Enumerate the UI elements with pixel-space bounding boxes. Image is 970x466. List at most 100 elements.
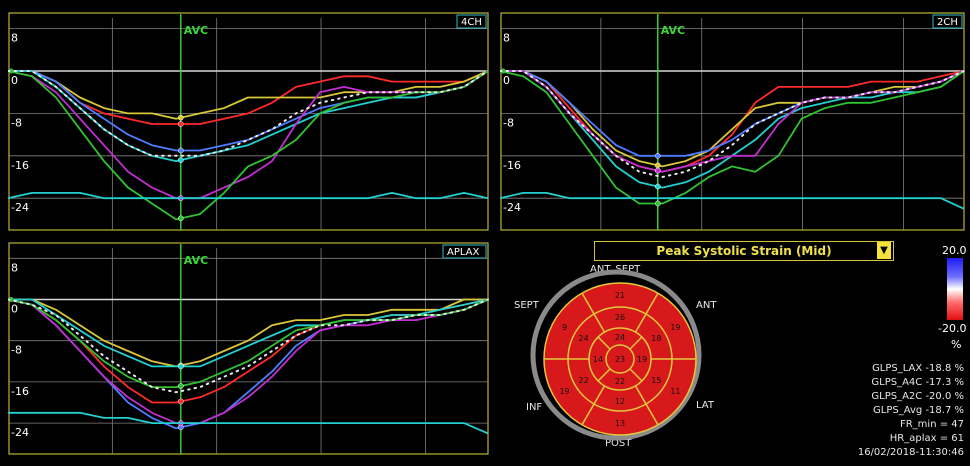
chart-4ch-avc-marker bbox=[177, 121, 184, 127]
chart-aplax-view-box bbox=[442, 244, 487, 259]
chart-aplax-avc-marker bbox=[177, 363, 184, 370]
chart-2ch-series-6 bbox=[500, 70, 965, 178]
chart-4ch-view-label: 4CH bbox=[461, 17, 482, 28]
chart-2ch-series-1 bbox=[500, 70, 965, 168]
chart-4ch-series-1 bbox=[8, 70, 489, 120]
bullseye-title-bar[interactable]: Peak Systolic Strain (Mid) bbox=[594, 241, 894, 261]
bullseye-spoke-apical bbox=[597, 368, 611, 382]
chart-aplax-ytick-label: 0 bbox=[11, 303, 18, 316]
bullseye-plot: ANT_SEPT SEPT ANT INF LAT POST 21 19 11 13 1… bbox=[514, 264, 717, 449]
bullseye-spoke bbox=[634, 292, 659, 333]
chart-4ch-avc-marker bbox=[177, 157, 184, 163]
bullseye-spoke bbox=[581, 385, 606, 426]
chart-2ch-avc-label: AVC bbox=[661, 24, 685, 37]
chart-aplax-ytick-label: -16 bbox=[11, 385, 29, 398]
stat-glps-a2c: GLPS_A2C -20.0 % bbox=[871, 391, 964, 402]
chart-4ch-avc-label: AVC bbox=[184, 24, 208, 37]
bullseye-basal-value: 19 bbox=[559, 387, 569, 396]
stat-glps-lax: GLPS_LAX -18.8 % bbox=[872, 363, 964, 374]
chart-2ch-ytick-label: 8 bbox=[503, 32, 510, 45]
chart-4ch-ytick-label: -8 bbox=[11, 116, 22, 129]
chart-aplax-ytick-label: 8 bbox=[11, 261, 18, 274]
bullseye-spoke bbox=[581, 292, 606, 333]
chart-4ch-ytick-label: -16 bbox=[11, 159, 29, 172]
chart-4ch-avc-marker bbox=[177, 114, 184, 121]
chart-4ch-series-0 bbox=[8, 70, 489, 125]
chart-aplax-ytick-label: -24 bbox=[11, 426, 29, 439]
strain-panel-2ch: 8 0 -8 -16 -24 AVC 2CH bbox=[500, 12, 966, 232]
scale-max-label: 20.0 bbox=[942, 244, 967, 257]
chart-4ch-series-5 bbox=[8, 70, 489, 221]
strain-panel-4ch: 8 0 -8 -16 -24 AVC 4CH bbox=[8, 12, 490, 232]
dropdown-triangle-icon[interactable]: ▼ bbox=[877, 242, 891, 259]
chart-aplax-ytick-label: -8 bbox=[11, 344, 22, 357]
bullseye-basal-value: 11 bbox=[670, 387, 680, 396]
chart-aplax-series-1 bbox=[8, 298, 488, 368]
bullseye-apical-value: 19 bbox=[637, 355, 647, 364]
wall-label-post: POST bbox=[605, 438, 632, 449]
chart-aplax-series-6 bbox=[8, 298, 489, 394]
chart-aplax-series-4 bbox=[8, 298, 489, 425]
chart-aplax-series-3 bbox=[8, 298, 489, 368]
strain-chart-2ch: 8 0 -8 -16 -24 AVC 2CH bbox=[500, 12, 965, 231]
chart-2ch-avc-marker bbox=[654, 167, 661, 174]
bullseye-apex-value: 23 bbox=[615, 355, 625, 364]
chart-2ch-view-label: 2CH bbox=[937, 17, 958, 28]
chart-2ch-avc-marker bbox=[654, 200, 661, 207]
bullseye-spoke-apical bbox=[629, 368, 643, 382]
chart-2ch-ytick-label: -8 bbox=[503, 116, 514, 129]
chart-aplax-view-label: APLAX bbox=[447, 247, 480, 258]
wall-label-sept: SEPT bbox=[514, 300, 540, 311]
bullseye-apical-value: 24 bbox=[615, 333, 625, 342]
bullseye-basal-value: 9 bbox=[562, 323, 567, 332]
chart-2ch-avc-marker bbox=[654, 152, 661, 159]
strain-chart-aplax: 8 0 -8 -16 -24 AVC APLAX bbox=[8, 242, 489, 455]
bullseye-rim bbox=[530, 269, 702, 441]
bullseye-mid-value: 15 bbox=[651, 376, 661, 385]
strain-panel-aplax: 8 0 -8 -16 -24 AVC APLAX bbox=[8, 242, 490, 456]
bullseye-spoke bbox=[634, 385, 659, 426]
bullseye-apical-value: 14 bbox=[593, 355, 603, 364]
stat-timestamp: 16/02/2018-11:30:46 bbox=[857, 447, 964, 458]
chart-aplax-avc-marker bbox=[177, 383, 184, 389]
bullseye-apical-value: 22 bbox=[615, 377, 625, 386]
chart-4ch-avc-marker bbox=[177, 215, 184, 222]
chart-aplax-avc-label: AVC bbox=[184, 254, 208, 267]
chart-aplax-series-7 bbox=[8, 411, 489, 435]
chart-4ch-frame bbox=[8, 12, 489, 231]
chart-aplax-avc-marker bbox=[177, 398, 184, 405]
chart-4ch-ytick-label: 8 bbox=[11, 32, 18, 45]
color-scale-bar bbox=[947, 258, 963, 320]
chart-4ch-avc-marker bbox=[177, 147, 184, 154]
chart-2ch-ytick-label: -16 bbox=[503, 159, 521, 172]
bullseye-mid-value: 18 bbox=[651, 334, 661, 343]
stat-hr-aplax: HR_aplax = 61 bbox=[889, 433, 964, 444]
bullseye-basal-value: 13 bbox=[615, 419, 625, 428]
chart-2ch-start-marker bbox=[500, 68, 506, 74]
chart-4ch-ytick-label: 0 bbox=[11, 74, 18, 87]
wall-label-inf: INF bbox=[526, 402, 542, 413]
bullseye-apex bbox=[605, 344, 635, 374]
wall-label-lat: LAT bbox=[696, 400, 715, 411]
stat-glps-avg: GLPS_Avg -18.7 % bbox=[873, 405, 964, 416]
bullseye-spoke-apical bbox=[629, 336, 643, 350]
wall-label-ant: ANT bbox=[696, 300, 717, 311]
chart-4ch-series-6 bbox=[8, 70, 489, 157]
chart-2ch-ytick-label: 0 bbox=[503, 74, 510, 87]
bullseye-spoke-apical bbox=[597, 336, 611, 350]
chart-4ch-view-box bbox=[456, 14, 487, 29]
chart-2ch-avc-marker bbox=[654, 183, 661, 190]
bullseye-basal-value: 21 bbox=[615, 291, 625, 300]
bullseye-mid-value: 26 bbox=[615, 313, 625, 322]
chart-4ch-start-marker bbox=[8, 68, 14, 74]
bullseye-mid-value: 24 bbox=[579, 334, 589, 343]
scale-min-label: -20.0 bbox=[938, 322, 967, 335]
bullseye-basal-value: 19 bbox=[670, 323, 680, 332]
stat-glps-a4c: GLPS_A4C -17.3 % bbox=[871, 377, 964, 388]
stat-fr-min: FR_min = 47 bbox=[899, 419, 964, 430]
chart-2ch-ytick-label: -24 bbox=[503, 201, 521, 214]
strain-chart-4ch: 8 0 -8 -16 -24 AVC 4CH bbox=[8, 12, 489, 231]
chart-2ch-avc-marker bbox=[654, 162, 661, 169]
bullseye-mid-value: 22 bbox=[579, 376, 589, 385]
chart-2ch-series-0 bbox=[500, 70, 965, 173]
